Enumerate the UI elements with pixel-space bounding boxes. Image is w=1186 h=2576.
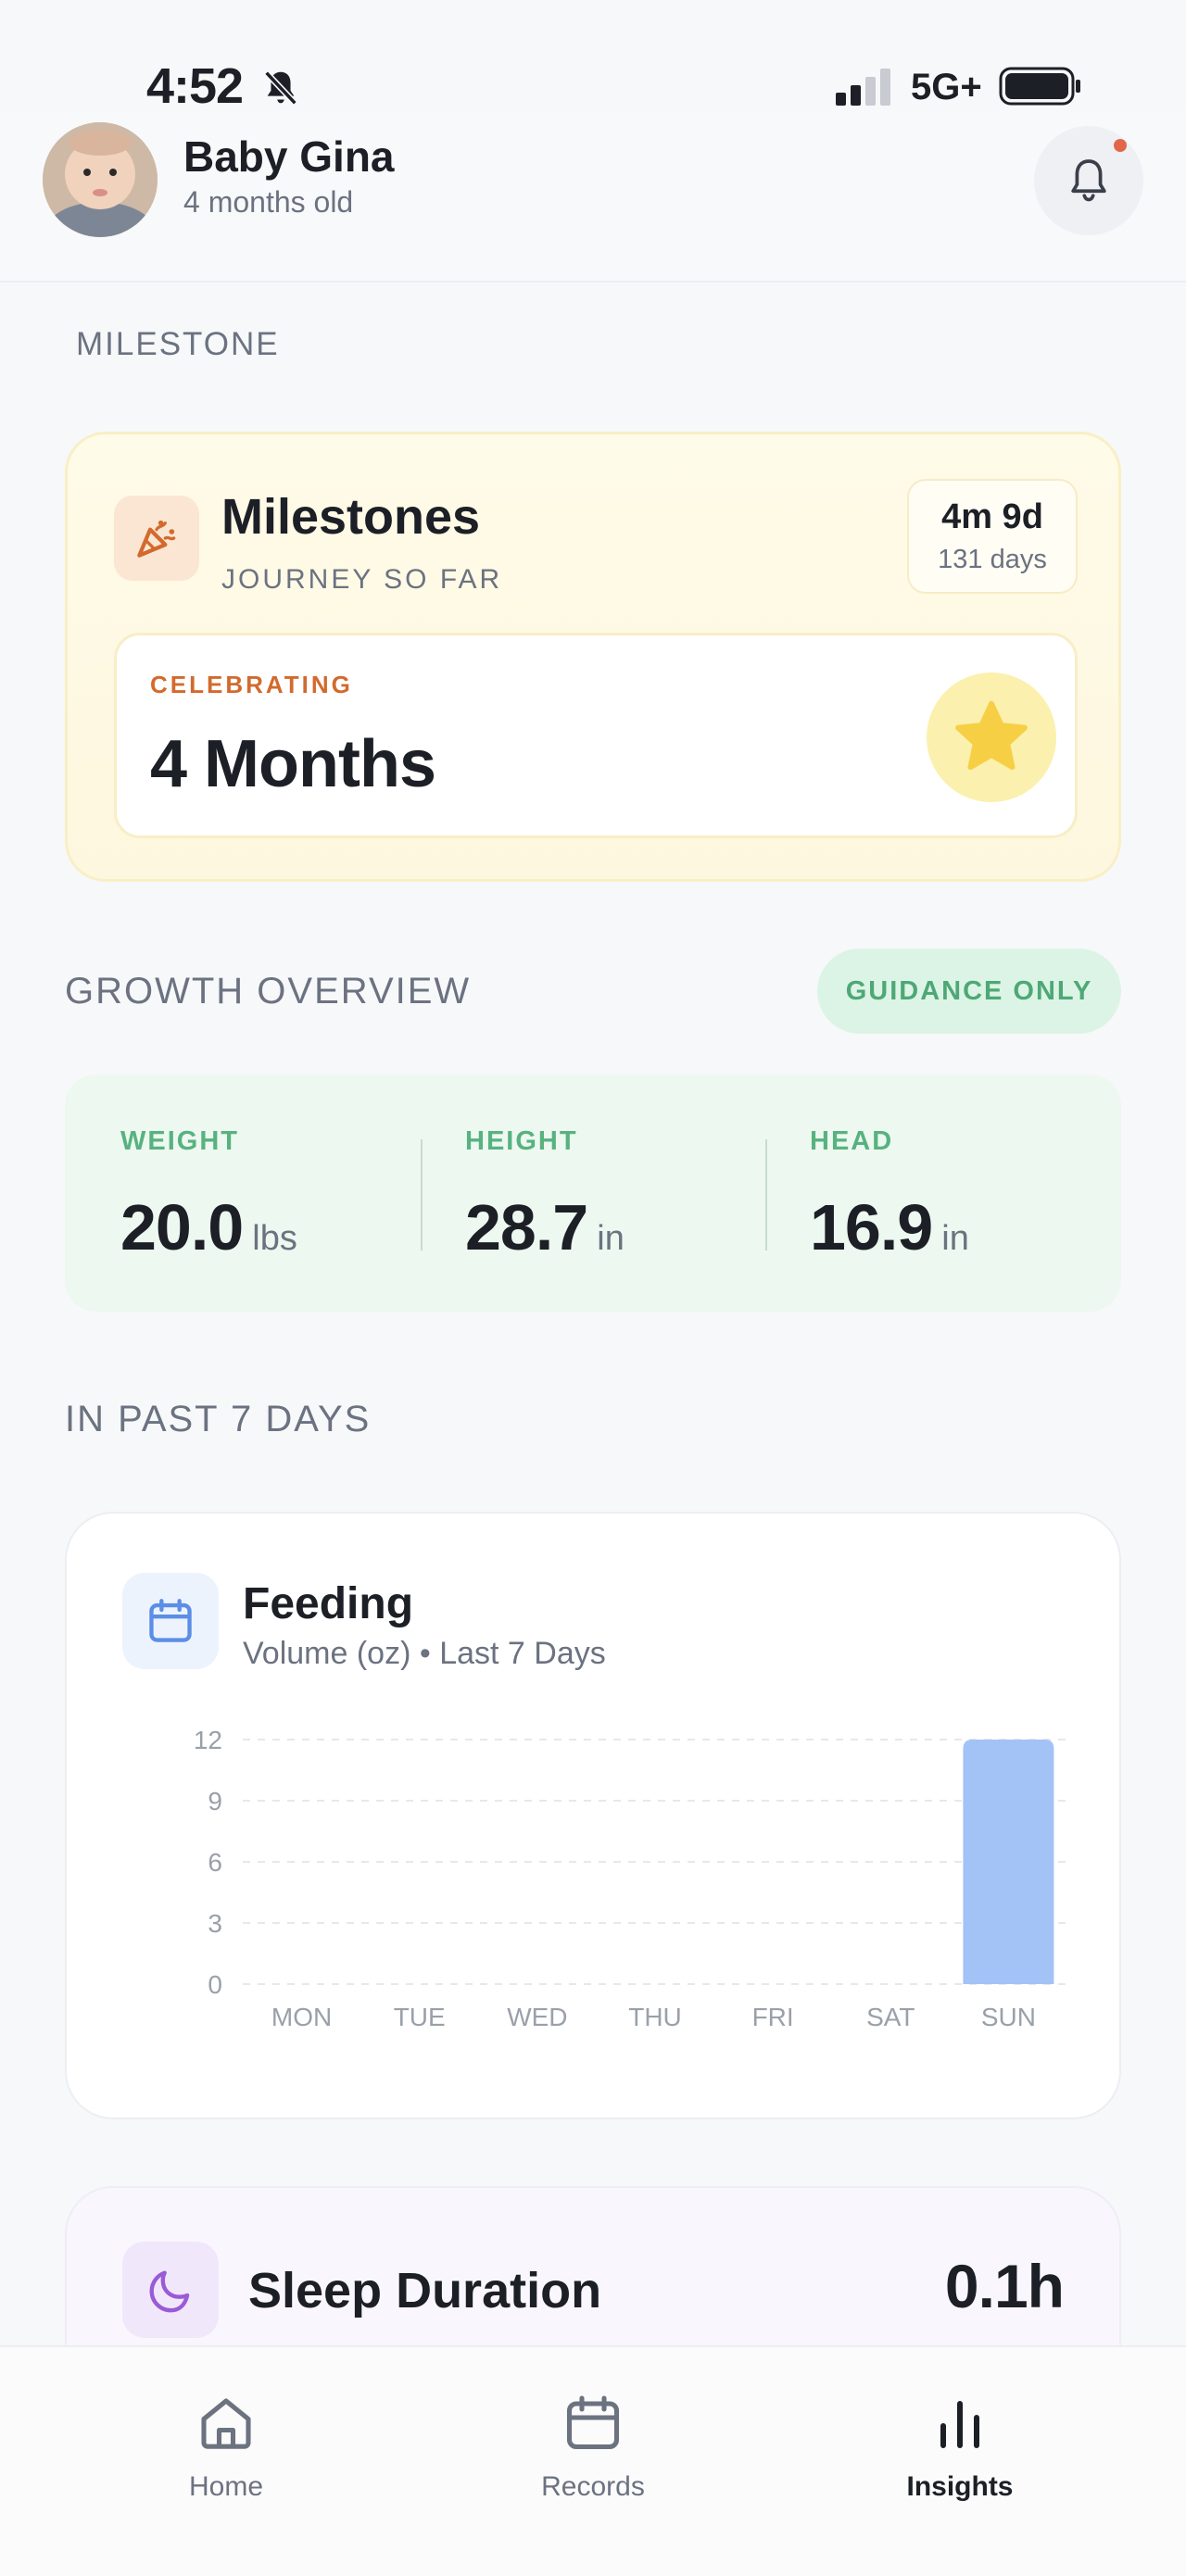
tab-label: Insights (906, 2471, 1014, 2502)
home-icon (201, 2398, 251, 2449)
metric-divider (421, 1139, 423, 1250)
metric-head: HEAD 16.9 in (810, 1126, 1116, 1264)
star-badge (927, 672, 1056, 802)
metric-number: 28.7 (465, 1191, 588, 1263)
metric-number: 20.0 (120, 1191, 244, 1263)
x-tick-label: FRI (752, 2003, 794, 2031)
tab-insights[interactable]: Insights (849, 2390, 1071, 2503)
growth-section-label: GROWTH OVERVIEW (65, 971, 472, 1012)
network-type: 5G+ (911, 67, 982, 107)
metric-label: HEIGHT (465, 1126, 578, 1156)
metric-label: HEAD (810, 1126, 894, 1156)
metric-height: HEIGHT 28.7 in (465, 1126, 771, 1264)
guidance-badge: GUIDANCE ONLY (817, 949, 1121, 1034)
metric-value: 28.7 in (465, 1190, 771, 1264)
celebrating-box: CELEBRATING 4 Months (114, 633, 1078, 838)
age-days: 131 days (938, 545, 1047, 574)
feeding-card[interactable]: Feeding Volume (oz) • Last 7 Days 0 3 6 9 12… (65, 1512, 1121, 2119)
battery-icon (999, 67, 1080, 106)
milestone-section-label: MILESTONE (76, 326, 280, 362)
celebrating-label: CELEBRATING (150, 671, 353, 698)
metric-value: 16.9 in (810, 1190, 1116, 1264)
tab-label: Records (541, 2471, 645, 2502)
milestones-subtitle: JOURNEY SO FAR (221, 564, 503, 595)
status-bar: 4:52 5G+ (0, 0, 1186, 120)
tab-records[interactable]: Records (482, 2390, 704, 2503)
tab-home[interactable]: Home (115, 2390, 337, 2503)
feeding-title: Feeding (243, 1579, 414, 1628)
age-short: 4m 9d (941, 497, 1043, 536)
profile-header: Baby Gina 4 months old (0, 111, 1186, 283)
sleep-title: Sleep Duration (248, 2263, 602, 2318)
week-section-label: IN PAST 7 DAYS (65, 1399, 372, 1439)
feeding-subtitle: Volume (oz) • Last 7 Days (243, 1636, 606, 1671)
metric-label: WEIGHT (120, 1126, 239, 1156)
metric-number: 16.9 (810, 1191, 933, 1263)
metric-unit: in (597, 1219, 625, 1258)
celebrating-value: 4 Months (150, 727, 436, 801)
x-tick-label: SAT (866, 2003, 915, 2031)
calendar-icon (122, 1573, 219, 1669)
metric-unit: in (941, 1219, 969, 1258)
moon-icon (122, 2242, 219, 2338)
y-tick-label: 12 (194, 1726, 222, 1754)
milestone-card[interactable]: Milestones JOURNEY SO FAR 4m 9d 131 days… (65, 432, 1121, 882)
x-tick-label: THU (628, 2003, 682, 2031)
notification-dot (1114, 139, 1127, 152)
calendar-icon (566, 2395, 620, 2450)
y-tick-label: 3 (208, 1909, 222, 1938)
star-icon (955, 700, 1028, 771)
tab-label: Home (188, 2471, 264, 2502)
sleep-value: 0.1h (944, 2252, 1065, 2320)
y-tick-label: 9 (208, 1787, 222, 1816)
baby-name: Baby Gina (183, 132, 395, 181)
metric-unit: lbs (252, 1219, 297, 1258)
x-tick-label: WED (507, 2003, 567, 2031)
silent-mode-icon (264, 70, 297, 106)
cellular-signal-icon (836, 69, 890, 106)
avatar-photo-icon (43, 122, 158, 237)
x-tick-label: SUN (981, 2003, 1036, 2031)
baby-age: 4 months old (183, 185, 354, 219)
y-tick-label: 0 (208, 1970, 222, 1999)
x-tick-label: MON (271, 2003, 332, 2031)
bell-icon (1071, 159, 1106, 202)
x-tick-label: TUE (394, 2003, 446, 2031)
age-chip: 4m 9d 131 days (907, 479, 1078, 594)
metric-weight: WEIGHT 20.0 lbs (120, 1126, 426, 1264)
metric-value: 20.0 lbs (120, 1190, 426, 1264)
notifications-button[interactable] (1034, 126, 1143, 235)
bar-chart-icon (940, 2401, 979, 2448)
bottom-tab-bar: Home Records Insights (0, 2345, 1186, 2576)
y-tick-label: 6 (208, 1848, 222, 1877)
metric-divider (765, 1139, 767, 1250)
chart-bar (963, 1740, 1054, 1984)
baby-avatar[interactable] (43, 122, 158, 237)
feeding-bar-chart: 0 3 6 9 12 MON TUE WED THU FRI SAT SUN (194, 1726, 1067, 2031)
party-popper-icon (114, 496, 199, 581)
milestones-title: Milestones (221, 489, 481, 545)
status-time: 4:52 (146, 58, 244, 114)
growth-card: WEIGHT 20.0 lbs HEIGHT 28.7 in HEAD 16.9 in (65, 1074, 1121, 1312)
